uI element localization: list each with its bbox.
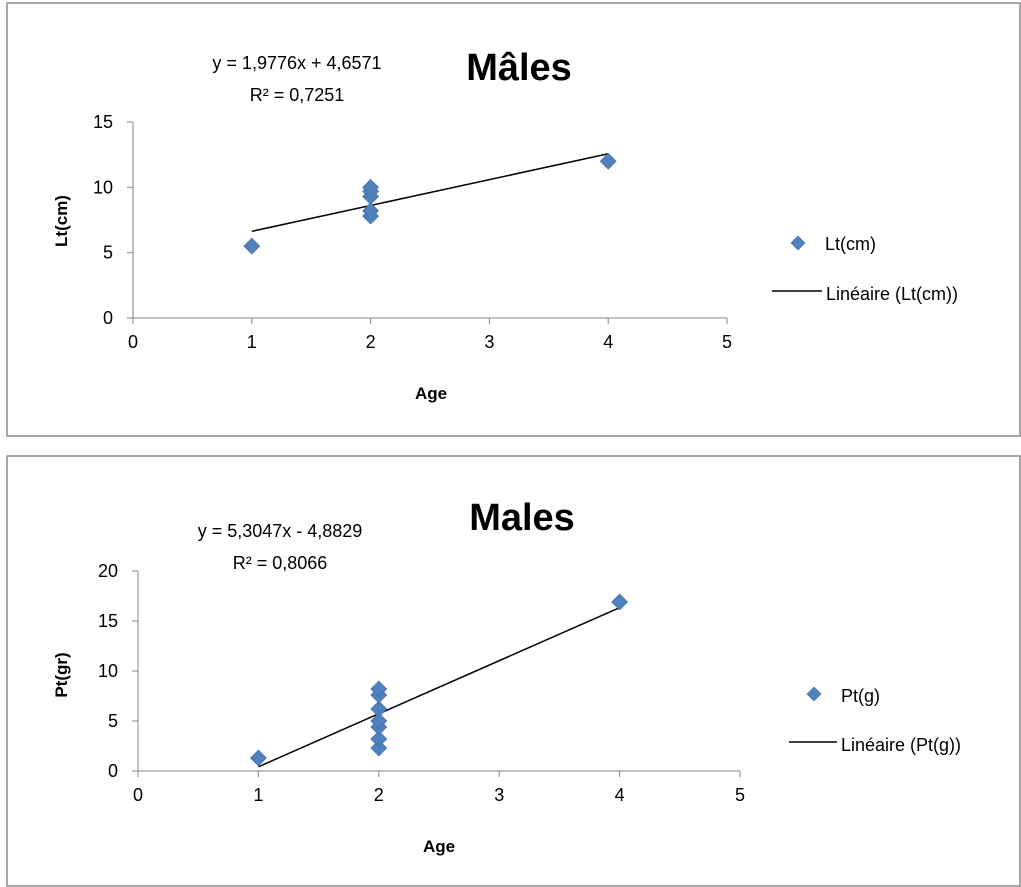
chart-2-legend-series-marker — [806, 686, 822, 702]
chart-2-data-point — [370, 712, 388, 730]
chart-1-y-tick-label: 10 — [93, 177, 113, 197]
chart-2-r-squared: R² = 0,8066 — [233, 553, 328, 573]
chart-frame-2 — [6, 455, 1021, 887]
chart-1-x-tick-label: 1 — [247, 332, 257, 352]
chart-1-r-squared: R² = 0,7251 — [250, 85, 345, 105]
chart-2-x-tick-label: 1 — [253, 785, 263, 805]
chart-2-x-tick-label: 0 — [133, 785, 143, 805]
chart-1-legend-series-label: Lt(cm) — [825, 234, 876, 254]
chart-1-data-point — [362, 202, 380, 220]
chart-1-title: Mâles — [466, 47, 572, 89]
chart-1-y-axis-title: Lt(cm) — [52, 195, 71, 247]
chart-1-equation: y = 1,9776x + 4,6571 — [212, 53, 381, 73]
chart-2-x-tick-label: 4 — [615, 785, 625, 805]
chart-2-y-tick-label: 20 — [98, 561, 118, 581]
chart-2-data-point — [370, 680, 388, 698]
chart-1-y-tick-label: 5 — [103, 243, 113, 263]
chart-1-x-axis-title: Age — [415, 384, 447, 403]
chart-2-trendline — [258, 606, 620, 768]
chart-2-y-tick-label: 5 — [108, 711, 118, 731]
chart-2-x-axis-title: Age — [423, 837, 455, 856]
chart-1-x-tick-label: 5 — [722, 332, 732, 352]
chart-2-data-point — [370, 739, 388, 757]
chart-2-data-point — [370, 700, 388, 718]
chart-2-x-tick-label: 2 — [374, 785, 384, 805]
chart-2-title: Males — [469, 497, 575, 539]
chart-1-y-tick-label: 0 — [103, 308, 113, 328]
chart-2-x-tick-label: 3 — [494, 785, 504, 805]
chart-2-data-point — [611, 593, 629, 611]
chart-1-data-point — [243, 237, 261, 255]
chart-1-data-point — [362, 178, 380, 196]
chart-2-legend-trend-label: Linéaire (Pt(g)) — [841, 735, 961, 755]
chart-1-data-point — [599, 152, 617, 170]
chart-2-x-tick-label: 5 — [735, 785, 745, 805]
chart-2-y-tick-label: 0 — [108, 761, 118, 781]
chart-1-trendline — [251, 153, 609, 233]
chart-2-legend-series-label: Pt(g) — [841, 686, 880, 706]
chart-1-legend-series-marker — [790, 235, 806, 251]
chart-1-x-tick-label: 0 — [128, 332, 138, 352]
chart-1-x-tick-label: 2 — [366, 332, 376, 352]
chart-2-y-tick-label: 15 — [98, 611, 118, 631]
chart-2-data-point — [370, 730, 388, 748]
chart-1-y-tick-label: 15 — [93, 112, 113, 132]
chart-marks: 0 1 2 3 4 5 0 5 10 15 0 1 2 3 4 5 0 5 10 15 20 — [93, 112, 837, 805]
chart-2-y-axis-title: Pt(gr) — [52, 652, 71, 697]
chart-1-x-tick-label: 4 — [603, 332, 613, 352]
chart-2-y-tick-label: 10 — [98, 661, 118, 681]
chart-1-legend-trend-label: Linéaire (Lt(cm)) — [826, 284, 958, 304]
chart-1-x-tick-label: 3 — [484, 332, 494, 352]
chart-2-data-point — [249, 749, 267, 767]
chart-frame-1 — [6, 2, 1021, 437]
chart-2-equation: y = 5,3047x - 4,8829 — [198, 521, 363, 541]
